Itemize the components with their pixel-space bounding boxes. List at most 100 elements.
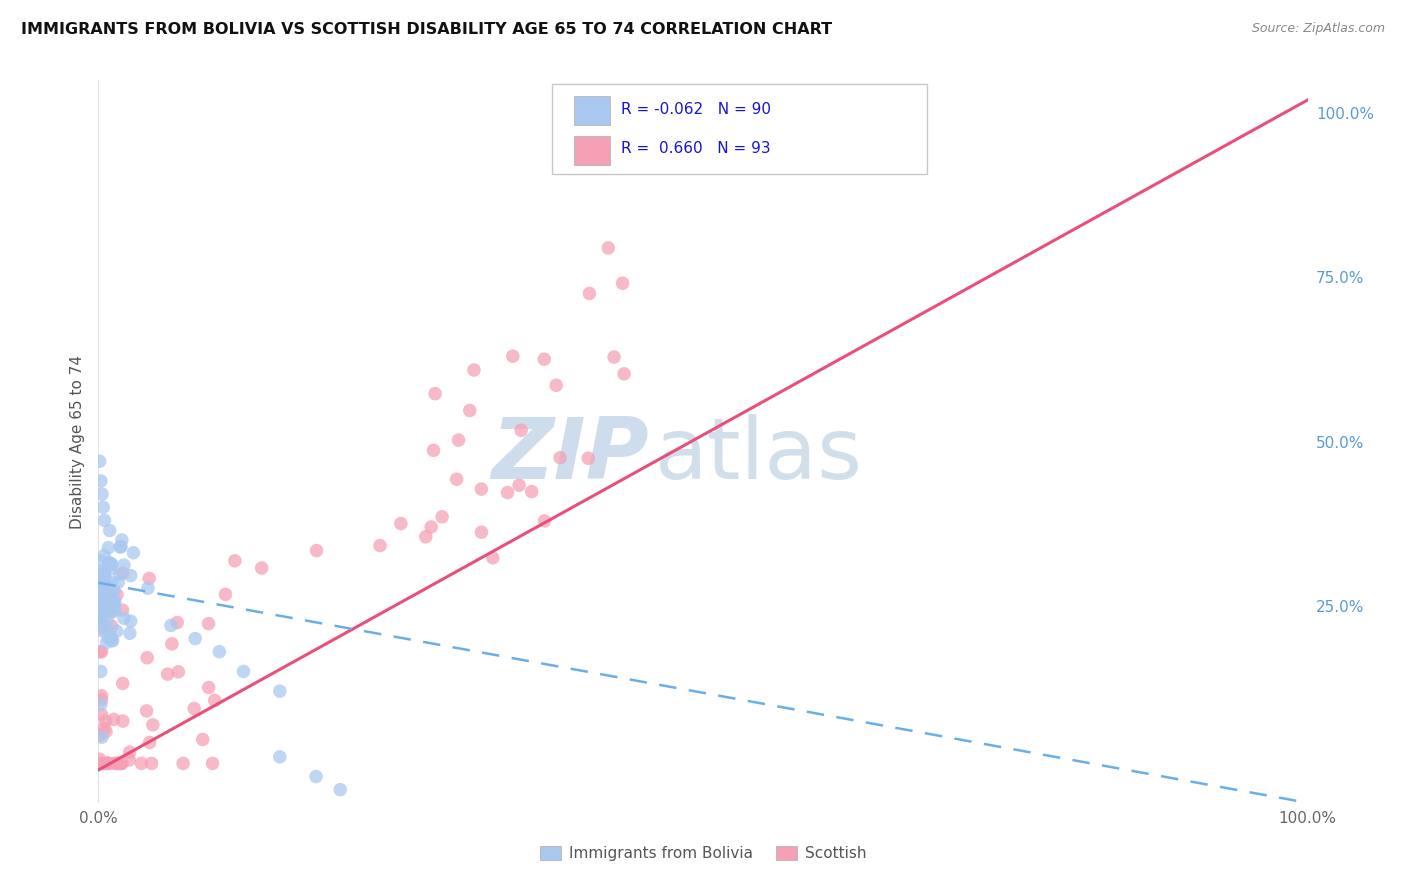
Point — [103, 712, 125, 726]
Point — [89, 588, 111, 602]
Point — [208, 645, 231, 659]
Point — [94, 724, 117, 739]
Point — [502, 349, 524, 363]
Point — [423, 386, 446, 401]
Point — [111, 533, 134, 547]
Point — [90, 602, 112, 616]
Point — [94, 606, 117, 620]
Point — [96, 586, 118, 600]
Point — [533, 352, 555, 367]
Point — [98, 599, 121, 613]
Point — [89, 728, 111, 742]
Point — [100, 557, 122, 571]
Point — [107, 575, 129, 590]
Point — [91, 487, 114, 501]
Point — [90, 624, 112, 638]
Point — [96, 621, 118, 635]
Point — [160, 618, 183, 632]
Point — [120, 568, 142, 582]
Point — [160, 637, 183, 651]
Point — [90, 707, 112, 722]
Point — [89, 594, 111, 608]
Point — [122, 546, 145, 560]
Point — [90, 698, 112, 712]
Point — [482, 550, 505, 565]
Text: ZIP: ZIP — [491, 415, 648, 498]
Point — [97, 631, 120, 645]
Point — [100, 630, 122, 644]
Point — [368, 539, 391, 553]
Point — [97, 556, 120, 570]
Point — [112, 611, 135, 625]
Point — [576, 451, 599, 466]
Point — [548, 450, 571, 465]
Point — [167, 665, 190, 679]
Point — [103, 602, 125, 616]
Point — [111, 676, 134, 690]
Point — [103, 593, 125, 607]
Point — [214, 587, 236, 601]
Point — [172, 756, 194, 771]
Point — [93, 567, 115, 582]
Point — [142, 718, 165, 732]
Point — [91, 613, 114, 627]
Point — [422, 443, 444, 458]
Point — [250, 561, 273, 575]
Point — [136, 581, 159, 595]
Point — [94, 575, 117, 590]
Point — [603, 350, 626, 364]
Point — [100, 575, 122, 590]
Point — [89, 612, 111, 626]
Point — [96, 756, 118, 771]
Point — [101, 633, 124, 648]
Point — [110, 756, 132, 771]
Point — [197, 616, 219, 631]
Point — [470, 525, 492, 540]
Point — [96, 600, 118, 615]
Point — [100, 588, 122, 602]
Point — [141, 756, 163, 771]
Point — [93, 549, 115, 563]
Point — [105, 624, 128, 639]
Point — [94, 592, 117, 607]
Text: atlas: atlas — [655, 415, 863, 498]
Point — [107, 756, 129, 771]
Point — [420, 520, 443, 534]
Point — [100, 557, 122, 571]
Text: Source: ZipAtlas.com: Source: ZipAtlas.com — [1251, 22, 1385, 36]
Point — [197, 681, 219, 695]
Point — [94, 586, 117, 600]
Point — [97, 541, 120, 555]
Point — [94, 603, 117, 617]
Point — [446, 472, 468, 486]
Legend: Immigrants from Bolivia, Scottish: Immigrants from Bolivia, Scottish — [534, 839, 872, 867]
Point — [103, 599, 125, 613]
Point — [97, 582, 120, 596]
Point — [94, 571, 117, 585]
Point — [118, 745, 141, 759]
Point — [103, 604, 125, 618]
Point — [91, 567, 114, 582]
Point — [90, 579, 112, 593]
Point — [94, 714, 117, 728]
Text: IMMIGRANTS FROM BOLIVIA VS SCOTTISH DISABILITY AGE 65 TO 74 CORRELATION CHART: IMMIGRANTS FROM BOLIVIA VS SCOTTISH DISA… — [21, 22, 832, 37]
Point — [89, 599, 111, 614]
Point — [104, 595, 127, 609]
Point — [533, 514, 555, 528]
Point — [110, 756, 132, 771]
Point — [90, 645, 112, 659]
Point — [90, 689, 112, 703]
Point — [97, 756, 120, 771]
Point — [89, 566, 111, 581]
Point — [96, 756, 118, 771]
Point — [598, 241, 620, 255]
Point — [613, 367, 636, 381]
Point — [105, 756, 128, 771]
Point — [183, 701, 205, 715]
Point — [89, 591, 111, 606]
Point — [89, 589, 111, 603]
Point — [90, 665, 112, 679]
Text: R =  0.660   N = 93: R = 0.660 N = 93 — [621, 142, 770, 156]
Point — [118, 753, 141, 767]
Point — [108, 567, 131, 582]
